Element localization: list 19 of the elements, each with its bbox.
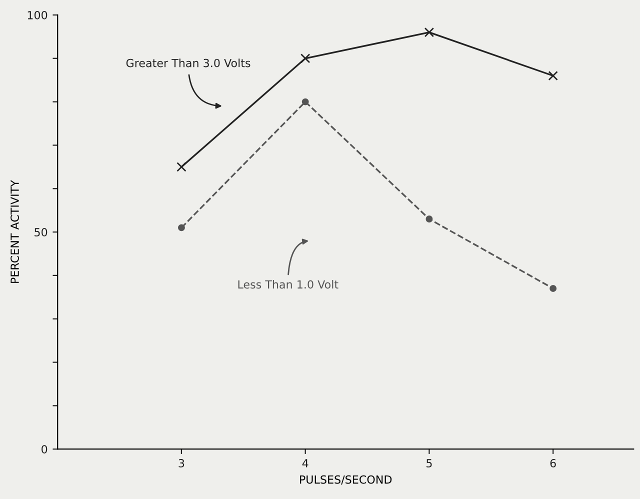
point: [178, 224, 185, 232]
point: [176, 162, 186, 172]
point: [550, 285, 557, 292]
x-axis-title: PULSES/SECOND: [300, 475, 392, 485]
y-tick-label: 100: [28, 10, 48, 20]
y-tick-label: 0: [42, 445, 48, 454]
y-tick-label: 50: [34, 228, 48, 236]
point: [548, 70, 558, 81]
point: [424, 27, 434, 38]
x-tick-label: 6: [550, 459, 556, 468]
point: [426, 216, 433, 222]
x-tick-label: 3: [178, 459, 184, 468]
x-tick-label: 5: [426, 459, 432, 468]
point: [302, 98, 309, 106]
text: Greater Than 3.0 Volts: [126, 58, 250, 68]
point: [300, 54, 310, 64]
x-tick-label: 4: [302, 459, 308, 468]
y-axis-title: PERCENT ACTIVITY: [10, 180, 19, 283]
text: Less Than 1.0 Volt: [238, 280, 338, 289]
